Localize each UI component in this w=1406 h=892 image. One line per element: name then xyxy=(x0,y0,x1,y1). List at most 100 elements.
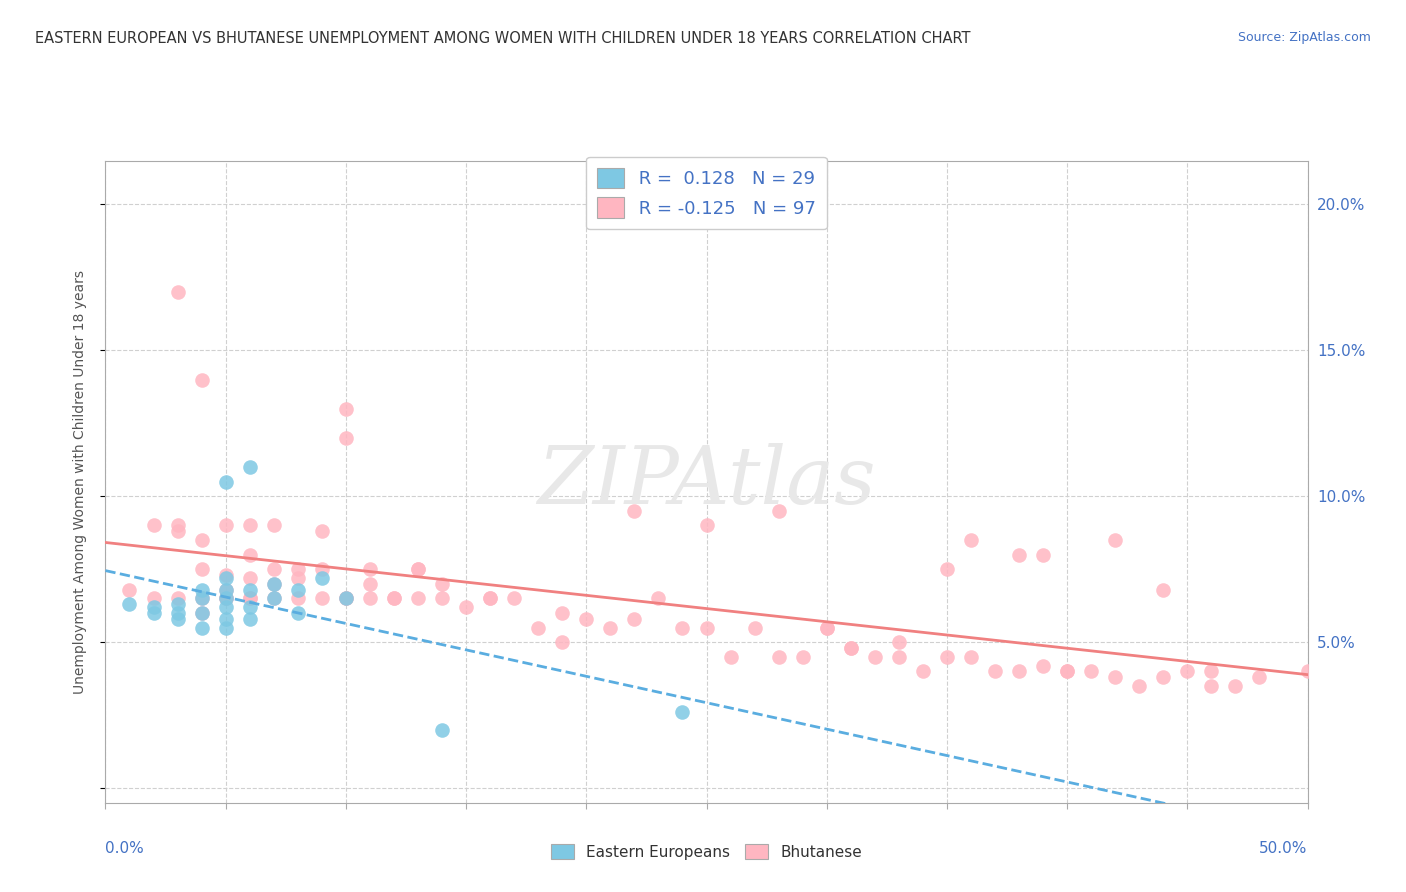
Point xyxy=(430,723,453,737)
Point xyxy=(960,649,983,664)
Point xyxy=(454,600,477,615)
Point xyxy=(696,518,718,533)
Point xyxy=(1175,665,1198,679)
Point xyxy=(671,706,693,720)
Point xyxy=(142,600,165,615)
Point xyxy=(166,285,188,299)
Point xyxy=(744,621,766,635)
Point xyxy=(190,582,212,597)
Text: EASTERN EUROPEAN VS BHUTANESE UNEMPLOYMENT AMONG WOMEN WITH CHILDREN UNDER 18 YE: EASTERN EUROPEAN VS BHUTANESE UNEMPLOYME… xyxy=(35,31,970,46)
Point xyxy=(527,621,550,635)
Point xyxy=(984,665,1007,679)
Point xyxy=(142,518,165,533)
Point xyxy=(1296,665,1319,679)
Point xyxy=(1032,548,1054,562)
Point xyxy=(214,582,236,597)
Point xyxy=(263,577,285,591)
Point xyxy=(960,533,983,547)
Point xyxy=(359,577,381,591)
Point xyxy=(263,518,285,533)
Point xyxy=(311,524,333,539)
Point xyxy=(359,591,381,606)
Point xyxy=(190,606,212,620)
Point xyxy=(166,612,188,626)
Text: 0.0%: 0.0% xyxy=(105,841,145,856)
Point xyxy=(479,591,502,606)
Point xyxy=(118,597,141,611)
Point xyxy=(214,591,236,606)
Point xyxy=(551,635,574,649)
Point xyxy=(214,600,236,615)
Point xyxy=(287,591,309,606)
Point xyxy=(142,591,165,606)
Point xyxy=(839,641,862,656)
Point xyxy=(1032,658,1054,673)
Point xyxy=(335,431,357,445)
Point xyxy=(335,591,357,606)
Point xyxy=(190,562,212,576)
Point xyxy=(239,612,262,626)
Point xyxy=(239,460,262,475)
Point xyxy=(1008,665,1031,679)
Point xyxy=(1201,665,1223,679)
Point xyxy=(1104,533,1126,547)
Point xyxy=(1056,665,1078,679)
Point xyxy=(239,591,262,606)
Point xyxy=(623,504,645,518)
Point xyxy=(214,582,236,597)
Point xyxy=(166,524,188,539)
Text: Source: ZipAtlas.com: Source: ZipAtlas.com xyxy=(1237,31,1371,45)
Point xyxy=(406,562,429,576)
Point xyxy=(792,649,814,664)
Point xyxy=(263,577,285,591)
Point xyxy=(239,518,262,533)
Point xyxy=(1104,670,1126,684)
Point xyxy=(214,568,236,582)
Point xyxy=(190,621,212,635)
Point xyxy=(1225,679,1247,693)
Point xyxy=(887,649,910,664)
Point xyxy=(311,591,333,606)
Point xyxy=(1056,665,1078,679)
Point xyxy=(166,518,188,533)
Point xyxy=(214,571,236,585)
Point xyxy=(335,591,357,606)
Point xyxy=(335,591,357,606)
Point xyxy=(599,621,621,635)
Point xyxy=(575,612,598,626)
Point xyxy=(239,600,262,615)
Point xyxy=(406,562,429,576)
Point xyxy=(382,591,405,606)
Point xyxy=(239,582,262,597)
Point xyxy=(382,591,405,606)
Point xyxy=(214,475,236,489)
Point xyxy=(190,591,212,606)
Legend: Eastern Europeans, Bhutanese: Eastern Europeans, Bhutanese xyxy=(544,838,869,866)
Point xyxy=(479,591,502,606)
Point xyxy=(239,571,262,585)
Point xyxy=(936,562,959,576)
Point xyxy=(696,621,718,635)
Point xyxy=(311,562,333,576)
Point xyxy=(166,591,188,606)
Point xyxy=(166,597,188,611)
Point xyxy=(311,571,333,585)
Point xyxy=(287,606,309,620)
Point xyxy=(911,665,934,679)
Point xyxy=(768,649,790,664)
Point xyxy=(214,591,236,606)
Point xyxy=(118,582,141,597)
Point xyxy=(1080,665,1102,679)
Point xyxy=(863,649,886,664)
Point xyxy=(359,562,381,576)
Point xyxy=(335,401,357,416)
Point xyxy=(190,372,212,386)
Point xyxy=(1249,670,1271,684)
Point xyxy=(263,562,285,576)
Point xyxy=(768,504,790,518)
Point xyxy=(287,562,309,576)
Point xyxy=(1152,670,1174,684)
Point xyxy=(287,582,309,597)
Point xyxy=(190,606,212,620)
Point xyxy=(406,591,429,606)
